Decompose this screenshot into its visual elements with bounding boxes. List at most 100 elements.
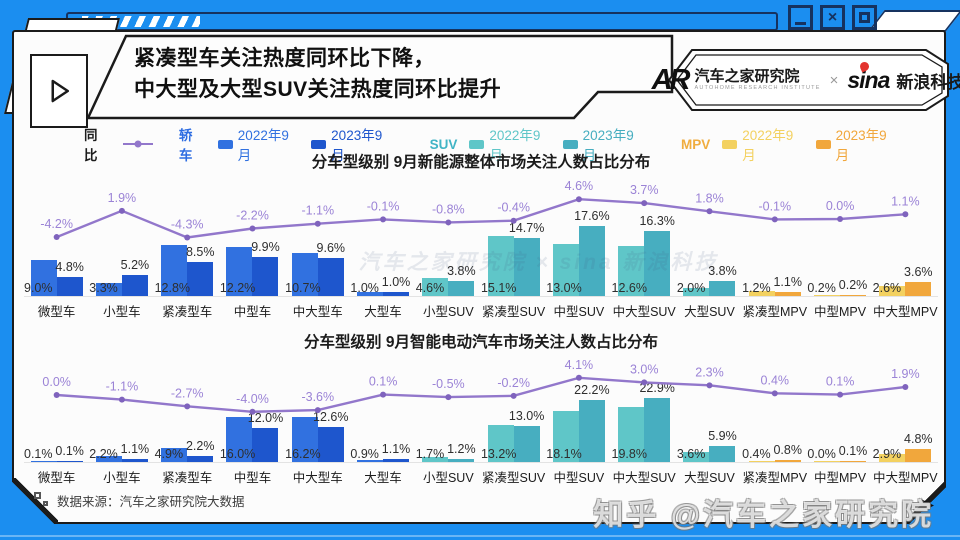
maximize-button[interactable] <box>852 5 877 30</box>
legend-item-label: 2022年9月 <box>237 128 289 163</box>
bar-group: 16.2% 12.6% <box>285 359 350 462</box>
bar-group: 12.6% 16.3% <box>612 179 677 296</box>
value-label-2023: 5.2% <box>120 258 150 273</box>
bar-2023 <box>252 428 279 462</box>
bar-group: 3.6% 5.9% <box>677 359 742 462</box>
legend-item-label: 2023年9月 <box>835 128 887 163</box>
value-label-2023: 0.1% <box>838 444 868 458</box>
window-top-bar <box>66 12 778 31</box>
brand-separator: × <box>829 71 839 89</box>
chart-title: 分车型级别 9月新能源整体市场关注人数占比分布 <box>311 154 651 171</box>
bar-2022 <box>95 455 122 462</box>
bar-group: 0.1% 0.1% <box>24 359 89 462</box>
value-label-2022: 1.7% <box>415 447 445 461</box>
bar-2022 <box>291 253 318 296</box>
bar-2023 <box>187 262 214 296</box>
legend-swatch-icon <box>722 139 738 149</box>
value-label-2023: 0.1% <box>55 444 84 458</box>
category-label: 紧凑型SUV <box>482 305 546 319</box>
value-label-2023: 3.8% <box>708 263 737 278</box>
category-label: 小型车 <box>103 305 141 319</box>
category-label: 中大型车 <box>292 305 343 319</box>
bar-group: 19.8% 22.9% <box>612 359 677 462</box>
bar-2022 <box>683 288 710 296</box>
value-label-2023: 1.1% <box>120 441 150 456</box>
bar-group: 1.7% 1.2% <box>416 359 481 462</box>
category-label: 紧凑型车 <box>162 305 213 319</box>
bar-group: 0.9% 1.1% <box>350 359 415 462</box>
value-label-2022: 12.6% <box>611 281 647 295</box>
bar-2022 <box>552 411 579 462</box>
value-label-2022: 3.3% <box>89 281 118 295</box>
bar-group: 15.1% 14.7% <box>481 179 546 296</box>
bar-2023 <box>644 398 671 462</box>
category-label: 中型车 <box>233 305 272 319</box>
bar-2023 <box>121 458 148 462</box>
category-label: 微型车 <box>37 471 76 485</box>
value-label-2023: 3.8% <box>447 263 476 278</box>
bar-2022 <box>487 425 514 462</box>
category-label: 小型SUV <box>422 305 474 319</box>
bar-2023 <box>905 281 932 296</box>
chart-title: 分车型级别 9月智能电动汽车市场关注人数占比分布 <box>304 334 658 351</box>
value-label-2023: 14.7% <box>508 220 545 235</box>
autohome-subtitle: AUTOHOME RESEARCH INSTITUTE <box>694 85 821 92</box>
category-axis: 微型车 小型车 紧凑型车 中型车 中大型车 大型车 小型SUV 紧凑型SUV 中型SUV 中大型S… <box>24 301 938 320</box>
bar-2022 <box>422 457 449 462</box>
plot-area: 9.0% 4.8% 3.3% 5.2% 12.8% 8.5% 12.2% 9.9% 10.7% 9… <box>24 179 938 297</box>
value-label-2022: 13.0% <box>546 281 582 295</box>
bar-2023 <box>774 459 801 462</box>
bar-group: 12.8% 8.5% <box>155 179 220 296</box>
legend-swatch-icon <box>311 139 327 149</box>
category-axis: 微型车 小型车 紧凑型车 中型车 中大型车 大型车 小型SUV 紧凑型SUV 中型SUV 中大型S… <box>24 467 938 486</box>
bar-2023 <box>578 399 605 462</box>
bar-2023 <box>56 461 83 462</box>
value-label-2022: 2.2% <box>89 447 118 461</box>
bar-group: 2.2% 1.1% <box>89 359 154 462</box>
value-label-2023: 9.9% <box>251 239 280 254</box>
minimize-icon <box>795 22 806 25</box>
play-icon <box>51 79 69 103</box>
close-button[interactable]: × <box>820 5 845 30</box>
value-label-2022: 4.9% <box>154 447 184 461</box>
legend: 同比 轿车 2022年9月 2023年9月 SUV 2022年9月 2023年9月 MPV 20… <box>84 124 934 164</box>
legend-item-label: 2022年9月 <box>489 128 541 163</box>
bar-group: 1.0% 1.0% <box>350 179 415 296</box>
legend-item: 2023年9月 <box>562 124 647 164</box>
bar-2023 <box>905 448 932 462</box>
value-label-2022: 1.2% <box>742 281 771 295</box>
bar-group: 13.2% 13.0% <box>481 359 546 462</box>
bar-group: 2.0% 3.8% <box>677 179 742 296</box>
bar-2023 <box>121 275 148 296</box>
bar-2023 <box>383 458 410 462</box>
minimize-button[interactable] <box>788 5 813 30</box>
corner-decoration-bottom-left <box>12 478 58 524</box>
value-label-2023: 12.6% <box>313 409 349 424</box>
value-label-2022: 13.2% <box>480 447 517 461</box>
value-label-2023: 13.0% <box>508 408 545 423</box>
legend-item: 2022年9月 <box>217 124 302 164</box>
bar-2022 <box>552 244 579 296</box>
bar-2023 <box>448 458 475 462</box>
legend-swatch-icon <box>217 139 233 149</box>
bar-2022 <box>30 260 57 296</box>
value-label-2022: 12.8% <box>154 281 191 295</box>
corner-decoration-top-right <box>867 10 960 32</box>
category-label: 中型车 <box>233 471 272 485</box>
data-source: 数据来源：汽车之家研究院大数据 <box>34 491 245 510</box>
legend-swatch-icon <box>562 139 578 149</box>
autohome-logo: AR <box>651 63 691 96</box>
value-label-2023: 9.6% <box>316 240 346 255</box>
bar-2022 <box>879 453 906 462</box>
bar-group: 2.6% 3.6% <box>873 179 938 296</box>
bar-2022 <box>487 235 514 296</box>
bar-group: 0.4% 0.8% <box>742 359 807 462</box>
bar-group: 10.7% 9.6% <box>285 179 350 296</box>
legend-group-轿车: 轿车 2022年9月 2023年9月 <box>179 124 396 164</box>
data-source-text: 数据来源：汽车之家研究院大数据 <box>57 495 245 509</box>
bar-2023 <box>187 455 214 462</box>
value-label-2023: 12.0% <box>247 411 284 426</box>
category-label: 小型SUV <box>422 471 474 485</box>
value-label-2023: 22.2% <box>574 382 610 397</box>
bar-group: 12.2% 9.9% <box>220 179 285 296</box>
